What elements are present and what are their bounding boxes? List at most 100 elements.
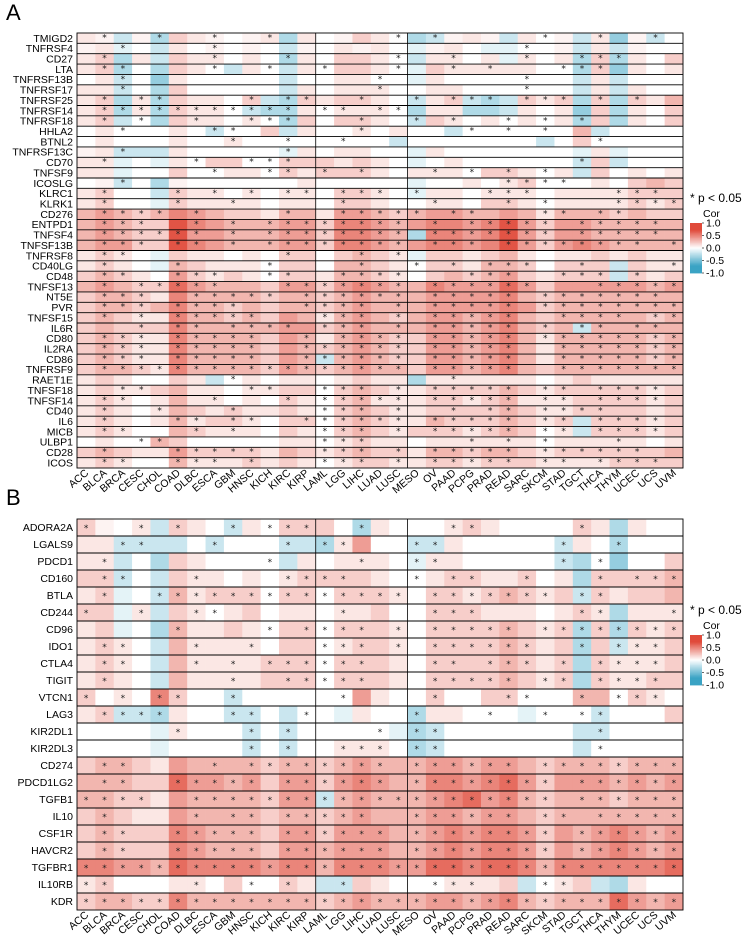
significance-star: * xyxy=(323,355,328,365)
heatmap-cell xyxy=(260,774,280,792)
heatmap-cell xyxy=(242,587,261,605)
heatmap-cell xyxy=(297,405,317,417)
heatmap-cell xyxy=(242,312,261,324)
row-label: PDCD1 xyxy=(37,556,73,568)
significance-star: * xyxy=(359,779,364,789)
heatmap-cell xyxy=(499,723,519,741)
significance-star: * xyxy=(488,220,493,230)
heatmap-cell xyxy=(168,808,188,826)
significance-star: * xyxy=(451,292,456,302)
significance-star: * xyxy=(433,660,438,670)
heatmap-cell xyxy=(315,740,335,758)
significance-star: * xyxy=(396,898,401,908)
heatmap-cell xyxy=(536,426,555,438)
heatmap-cell xyxy=(260,240,280,251)
heatmap-cell xyxy=(132,229,151,241)
significance-star: * xyxy=(598,711,603,721)
heatmap-cell xyxy=(77,621,96,639)
heatmap-cell xyxy=(499,655,519,673)
heatmap-cell xyxy=(646,808,665,826)
heatmap-cell xyxy=(132,260,151,272)
heatmap-cell xyxy=(223,323,243,334)
significance-star: * xyxy=(396,626,401,636)
heatmap-cell xyxy=(315,291,335,303)
significance-star: * xyxy=(635,813,640,823)
heatmap-cell xyxy=(481,536,500,554)
significance-star: * xyxy=(561,313,566,323)
significance-star: * xyxy=(157,365,162,375)
heatmap-cell xyxy=(260,302,280,313)
heatmap-cell xyxy=(352,146,372,158)
heatmap-cell xyxy=(481,84,500,96)
heatmap-cell xyxy=(132,115,151,127)
heatmap-cell xyxy=(113,395,133,407)
significance-star: * xyxy=(451,524,456,534)
heatmap-cell xyxy=(389,53,408,65)
significance-star: * xyxy=(488,626,493,636)
heatmap-cell xyxy=(77,136,96,148)
heatmap-cell xyxy=(646,570,665,588)
significance-star: * xyxy=(414,189,419,199)
significance-star: * xyxy=(506,847,511,857)
heatmap-cell xyxy=(77,774,96,792)
significance-star: * xyxy=(506,386,511,396)
significance-star: * xyxy=(451,261,456,271)
heatmap-cell xyxy=(168,706,188,724)
significance-star: * xyxy=(249,448,254,458)
heatmap-cell xyxy=(517,604,537,622)
significance-note: * p < 0.05 xyxy=(690,191,742,205)
significance-star: * xyxy=(359,458,364,468)
significance-star: * xyxy=(249,386,254,396)
significance-star: * xyxy=(580,355,585,365)
significance-star: * xyxy=(616,830,621,840)
significance-star: * xyxy=(268,558,273,568)
heatmap-cell xyxy=(664,447,684,458)
heatmap-cell xyxy=(113,374,133,386)
heatmap-cell xyxy=(205,260,225,272)
significance-star: * xyxy=(341,106,346,116)
heatmap-cell xyxy=(77,655,96,673)
significance-note: * p < 0.05 xyxy=(690,603,742,617)
heatmap-cell xyxy=(95,519,115,537)
heatmap-cell xyxy=(627,323,647,334)
heatmap-cell xyxy=(168,436,188,448)
heatmap-cell xyxy=(297,791,317,809)
heatmap-cell xyxy=(627,343,647,355)
heatmap-cell xyxy=(297,105,317,117)
significance-star: * xyxy=(451,406,456,416)
heatmap-cell xyxy=(425,250,445,262)
heatmap-cell xyxy=(536,570,555,588)
significance-star: * xyxy=(102,898,107,908)
significance-star: * xyxy=(304,762,309,772)
significance-star: * xyxy=(470,437,475,447)
significance-star: * xyxy=(635,334,640,344)
heatmap-cell xyxy=(425,587,445,605)
significance-star: * xyxy=(433,199,438,209)
heatmap-cell xyxy=(444,723,463,741)
heatmap-cell xyxy=(187,364,206,376)
significance-star: * xyxy=(194,210,199,220)
heatmap-cell xyxy=(499,240,519,251)
heatmap-cell xyxy=(499,271,519,282)
heatmap-cell xyxy=(462,312,482,324)
heatmap-cell xyxy=(242,209,261,220)
legend-swatch xyxy=(690,250,702,253)
significance-star: * xyxy=(268,762,273,772)
heatmap-cell xyxy=(389,240,408,251)
heatmap-cell xyxy=(462,374,482,386)
heatmap-cell xyxy=(242,604,261,622)
heatmap-cell xyxy=(334,260,353,272)
heatmap-cell xyxy=(425,842,445,860)
heatmap-cell xyxy=(95,587,115,605)
heatmap-cell xyxy=(279,859,298,877)
heatmap-cell xyxy=(223,354,243,365)
heatmap-cell xyxy=(132,774,151,792)
heatmap-cell xyxy=(113,84,133,96)
significance-star: * xyxy=(323,830,328,840)
heatmap-cell xyxy=(242,260,261,272)
significance-star: * xyxy=(580,711,585,721)
heatmap-cell xyxy=(664,587,684,605)
heatmap-cell xyxy=(113,638,133,656)
heatmap-cell xyxy=(95,859,115,877)
row-label: LAG3 xyxy=(46,709,73,721)
